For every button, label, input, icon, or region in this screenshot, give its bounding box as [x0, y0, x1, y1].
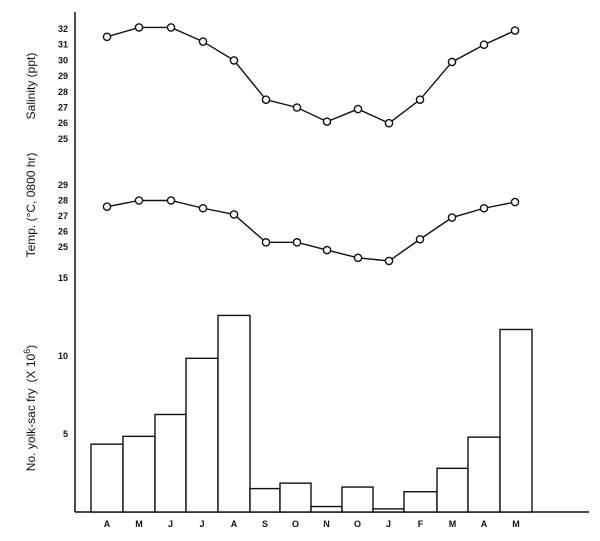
salinity-tick-label: 25 — [58, 134, 68, 144]
fry-bar — [310, 505, 343, 513]
salinity-tick-label: 29 — [58, 71, 68, 81]
fry-axis-label-close: ) — [24, 345, 38, 349]
temperature-point — [134, 196, 144, 205]
x-tick-label: A — [481, 519, 488, 529]
salinity-point — [134, 23, 144, 32]
temperature-point — [322, 245, 332, 255]
temperature-tick-label: 29 — [58, 180, 68, 190]
salinity-tick-label: 26 — [58, 118, 68, 128]
temperature-tick-label: 27 — [58, 211, 68, 221]
temperature-line — [106, 199, 516, 262]
salinity-tick-label: 27 — [58, 103, 68, 113]
x-tick-label: A — [231, 519, 238, 529]
temperature-point — [479, 203, 489, 213]
fry-bar — [372, 508, 405, 513]
salinity-point — [261, 95, 271, 104]
fry-axis-label: No. yolk-sac fry (X 106) — [22, 345, 38, 471]
temperature-axis-label: Temp. (°C, 0800 hr) — [24, 153, 38, 258]
fry-bar — [403, 491, 438, 513]
temperature-point — [353, 253, 363, 263]
fry-bar — [499, 328, 533, 513]
fry-bar — [185, 357, 219, 513]
temperature-tick-label: 26 — [58, 227, 68, 237]
x-tick-label: O — [292, 519, 299, 529]
temperature-point — [229, 210, 239, 219]
x-tick-label: N — [323, 519, 330, 529]
x-tick-label: J — [199, 519, 204, 529]
salinity-tick-label: 31 — [58, 40, 68, 50]
fry-tick-label: 10 — [58, 351, 68, 361]
fry-axis-label-unit: (X 10 — [24, 354, 38, 383]
fry-bar — [249, 487, 281, 513]
temperature-tick-label: 25 — [58, 242, 68, 252]
salinity-point — [479, 40, 489, 50]
salinity-tick-label: 28 — [58, 87, 68, 97]
salinity-point — [198, 37, 208, 46]
temperature-point — [102, 202, 112, 211]
temperature-point — [292, 238, 302, 247]
temperature-point — [198, 203, 208, 213]
salinity-point — [166, 23, 176, 32]
temperature-point — [166, 196, 176, 205]
fry-bar — [341, 486, 374, 513]
salinity-point — [510, 26, 520, 35]
temperature-point — [447, 213, 457, 222]
salinity-tick-label: 30 — [58, 55, 68, 65]
x-tick-label: J — [168, 519, 173, 529]
fry-bar — [436, 467, 469, 513]
fry-bar-panel: 5 10 15 — [58, 273, 533, 513]
x-tick-label: M — [512, 519, 520, 529]
fry-bar — [90, 443, 124, 513]
temperature-tick-label: 28 — [58, 196, 68, 206]
fry-tick-label: 15 — [58, 273, 68, 283]
fry-axis-label-exp: 6 — [22, 349, 32, 354]
temperature-point — [415, 234, 425, 244]
temperature-panel: 25 26 27 28 29 — [58, 180, 520, 266]
temperature-point — [510, 197, 520, 207]
salinity-point — [384, 118, 394, 128]
fry-bar — [467, 436, 501, 513]
fry-axis-label-main: No. yolk-sac fry — [24, 389, 38, 472]
salinity-point — [415, 95, 425, 104]
salinity-point — [353, 104, 363, 114]
x-tick-label: F — [418, 519, 424, 529]
x-tick-label: M — [449, 519, 457, 529]
salinity-axis-label: Salinity (ppt) — [24, 53, 38, 120]
temperature-point — [384, 256, 394, 266]
salinity-point — [102, 32, 112, 42]
x-tick-label: M — [135, 519, 143, 529]
x-tick-label: S — [262, 519, 268, 529]
x-tick-label: A — [104, 519, 111, 529]
x-tick-label: J — [386, 519, 391, 529]
fry-bar — [122, 435, 156, 513]
salinity-point — [447, 57, 457, 67]
fry-tick-label: 5 — [63, 429, 68, 439]
fry-bar — [154, 413, 187, 513]
salinity-panel: 25 26 27 28 29 30 31 32 — [58, 23, 520, 144]
fry-bar — [279, 482, 312, 513]
salinity-point — [292, 103, 302, 112]
salinity-line — [106, 26, 516, 125]
temperature-point — [261, 238, 271, 247]
salinity-tick-label: 32 — [58, 24, 68, 34]
x-tick-label: O — [354, 519, 361, 529]
salinity-point — [229, 56, 239, 65]
fry-bar — [217, 314, 251, 513]
salinity-point — [322, 117, 332, 126]
